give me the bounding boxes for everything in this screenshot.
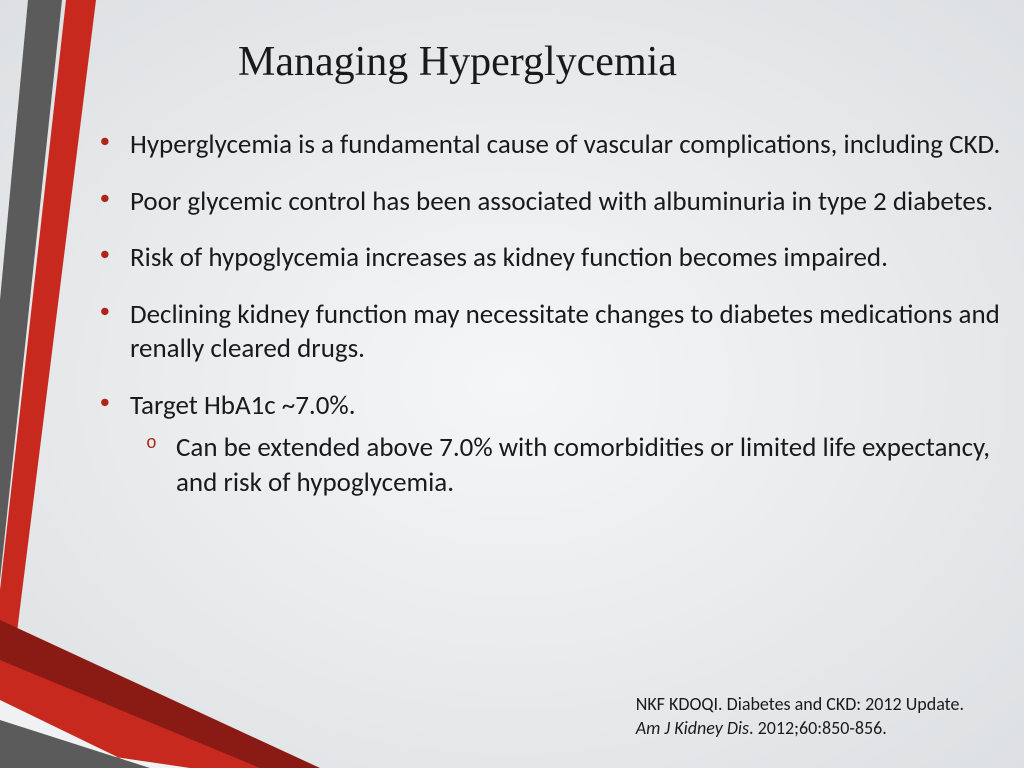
stripe-red-bl: [0, 660, 260, 768]
stripe-white-gap: [0, 700, 190, 768]
stripe-gray-bl: [0, 720, 150, 768]
bullet-text: Risk of hypoglycemia increases as kidney…: [130, 241, 888, 274]
bullet-text: Poor glycemic control has been associate…: [130, 185, 993, 218]
bullet-item: Hyperglycemia is a fundamental cause of …: [128, 128, 1014, 163]
citation-rest: . 2012;60:850-856.: [749, 717, 887, 739]
citation: NKF KDOQI. Diabetes and CKD: 2012 Update…: [636, 693, 964, 740]
bullet-text: Declining kidney function may necessitat…: [130, 298, 1000, 366]
sub-bullet-item: Can be extended above 7.0% with comorbid…: [168, 431, 1014, 500]
sub-bullet-text: Can be extended above 7.0% with comorbid…: [176, 431, 990, 499]
bullet-text: Hyperglycemia is a fundamental cause of …: [130, 128, 1000, 161]
citation-line1: NKF KDOQI. Diabetes and CKD: 2012 Update…: [636, 693, 964, 716]
bullet-list: Hyperglycemia is a fundamental cause of …: [128, 128, 1014, 500]
slide-title: Managing Hyperglycemia: [238, 38, 1014, 86]
bullet-item: Poor glycemic control has been associate…: [128, 185, 1014, 220]
bullet-item: Risk of hypoglycemia increases as kidney…: [128, 241, 1014, 276]
bullet-item: Target HbA1c ~7.0%. Can be extended abov…: [128, 389, 1014, 501]
sub-bullet-list: Can be extended above 7.0% with comorbid…: [168, 431, 1014, 500]
stripe-darkred-bl: [0, 620, 320, 768]
bullet-text: Target HbA1c ~7.0%.: [130, 389, 356, 422]
bullet-item: Declining kidney function may necessitat…: [128, 298, 1014, 367]
citation-journal: Am J Kidney Dis: [636, 717, 749, 739]
citation-line2: Am J Kidney Dis. 2012;60:850-856.: [636, 717, 964, 740]
